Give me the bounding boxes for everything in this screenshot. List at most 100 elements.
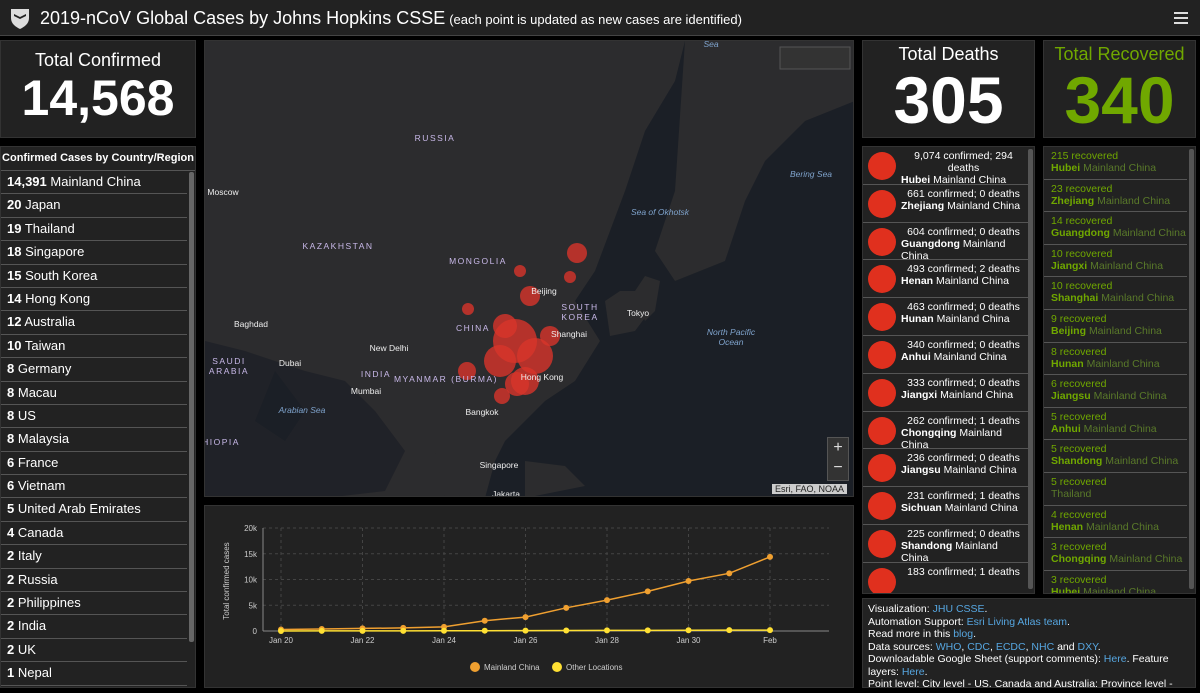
country-row[interactable]: 2 India	[1, 615, 187, 639]
country-row[interactable]: 8 Macau	[1, 382, 187, 405]
data-point	[359, 627, 366, 634]
country-row[interactable]: 2 Italy	[1, 545, 187, 569]
country-row[interactable]: 19 Thailand	[1, 218, 187, 242]
death-stats: 340 confirmed; 0 deaths	[907, 338, 1020, 351]
link[interactable]: Here	[1103, 653, 1127, 665]
death-item[interactable]: 463 confirmed; 0 deaths Hunan Mainland Ch…	[863, 298, 1028, 336]
recovered-item[interactable]: 215 recovered Hubei Mainland China	[1044, 147, 1187, 180]
zoom-in[interactable]: +	[833, 439, 843, 456]
death-item[interactable]: 661 confirmed; 0 deaths Zhejiang Mainland…	[863, 185, 1028, 223]
recovered-item[interactable]: 23 recovered Zhejiang Mainland China	[1044, 180, 1187, 213]
scrollbar[interactable]	[1189, 149, 1194, 589]
country-row[interactable]: 2 Russia	[1, 569, 187, 593]
country-row[interactable]: 8 Malaysia	[1, 428, 187, 452]
link[interactable]: blog	[953, 628, 974, 640]
link[interactable]: JHU CSSE	[932, 603, 985, 615]
death-text: 183 confirmed; 1 deaths	[901, 566, 1026, 578]
map[interactable]: RUSSIA Moscow KAZAKHSTAN MONGOLIA CHINA Beiji…	[204, 40, 854, 497]
info-text: .	[924, 665, 928, 678]
country-row[interactable]: 14 Hong Kong	[1, 288, 187, 312]
death-place: Anhui Mainland China	[901, 351, 1026, 363]
recovered-place: Chongqing Mainland China	[1051, 553, 1187, 565]
total-recovered-value: 340	[1064, 63, 1175, 137]
recovered-item[interactable]: 4 recovered Henan Mainland China	[1044, 506, 1187, 539]
info-text: . Feature layers:	[868, 653, 1169, 678]
country-name: India	[17, 618, 47, 634]
country-name: UK	[17, 641, 36, 657]
data-point	[604, 627, 610, 634]
region: Mainland China	[1083, 585, 1157, 594]
death-text: 231 confirmed; 1 deaths Sichuan Mainland …	[901, 490, 1026, 514]
recovered-item[interactable]: 5 recovered Thailand	[1044, 473, 1187, 506]
death-item[interactable]: 236 confirmed; 0 deaths Jiangsu Mainland …	[863, 449, 1028, 488]
link[interactable]: ECDC	[995, 640, 1026, 653]
country-count: 18	[7, 244, 22, 260]
country-row[interactable]: 2 UK	[1, 639, 187, 663]
death-item[interactable]: 493 confirmed; 2 deaths Henan Mainland Ch…	[863, 260, 1028, 299]
country-row[interactable]: 6 Vietnam	[1, 475, 187, 499]
link[interactable]: WHO	[935, 640, 962, 653]
map-label: Singapore	[479, 460, 519, 470]
info-line: Point level: City level - US, Canada and…	[868, 678, 1190, 688]
zoom-out[interactable]: −	[833, 459, 843, 476]
map-label: Beijing	[531, 286, 557, 296]
death-item[interactable]: 262 confirmed; 1 deaths Chongqing Mainlan…	[863, 412, 1028, 450]
map-label: Moscow	[207, 187, 239, 197]
country-row[interactable]: 18 Singapore	[1, 241, 187, 265]
menu-icon[interactable]	[1174, 11, 1188, 25]
death-item[interactable]: 604 confirmed; 0 deaths Guangdong Mainlan…	[863, 223, 1028, 261]
death-item[interactable]: 183 confirmed; 1 deaths	[863, 563, 1028, 593]
recovered-item[interactable]: 8 recovered Hunan Mainland China	[1044, 343, 1187, 376]
country-row[interactable]: 10 Taiwan	[1, 335, 187, 359]
country-row[interactable]: 6 France	[1, 452, 187, 476]
province: Jiangsu	[1051, 390, 1091, 403]
death-item[interactable]: 340 confirmed; 0 deaths Anhui Mainland Ch…	[863, 336, 1028, 374]
country-row[interactable]: 8 US	[1, 405, 187, 429]
recovered-item[interactable]: 3 recovered Hubei Mainland China	[1044, 571, 1187, 594]
map-label: Dubai	[278, 358, 302, 368]
death-item[interactable]: 225 confirmed; 0 deaths Shandong Mainland…	[863, 525, 1028, 563]
info-text: Point level: City level - US, Canada and…	[868, 678, 1173, 688]
recovered-place: Henan Mainland China	[1051, 521, 1187, 533]
link[interactable]: Here	[901, 665, 925, 678]
map-label: MYANMAR (BURMA)	[393, 374, 499, 384]
recovered-item[interactable]: 10 recovered Jiangxi Mainland China	[1044, 245, 1187, 278]
death-item[interactable]: 231 confirmed; 1 deaths Sichuan Mainland …	[863, 487, 1028, 525]
country-row[interactable]: 1 Nepal	[1, 662, 187, 686]
province: Shandong	[901, 539, 953, 552]
map-label: Hong Kong	[520, 372, 564, 382]
country-row[interactable]: 4 Canada	[1, 522, 187, 546]
death-item[interactable]: 9,074 confirmed; 294 deaths Hubei Mainlan…	[863, 147, 1028, 185]
country-row[interactable]: 8 Germany	[1, 358, 187, 382]
data-point	[563, 627, 570, 634]
info-text: .	[1097, 640, 1101, 653]
info-text: ,	[1025, 640, 1032, 653]
map-label: Arabian Sea	[278, 405, 326, 415]
recovered-item[interactable]: 9 recovered Beijing Mainland China	[1044, 310, 1187, 343]
country-row[interactable]: 20 Japan	[1, 194, 187, 218]
link[interactable]: CDC	[967, 640, 990, 653]
link[interactable]: NHC	[1031, 640, 1055, 653]
recovered-item[interactable]: 6 recovered Jiangsu Mainland China	[1044, 375, 1187, 408]
scrollbar[interactable]	[189, 172, 194, 642]
link[interactable]: Esri Living Atlas team	[966, 615, 1068, 628]
country-row[interactable]: 2 Philippines	[1, 592, 187, 616]
recovered-item[interactable]: 10 recovered Shanghai Mainland China	[1044, 277, 1187, 310]
country-row[interactable]: 15 South Korea	[1, 265, 187, 288]
link[interactable]: DXY	[1077, 640, 1098, 653]
death-stats: 236 confirmed; 0 deaths	[907, 452, 1020, 465]
country-list: Confirmed Cases by Country/Region 14,391…	[0, 146, 196, 688]
recovered-item[interactable]: 14 recovered Guangdong Mainland China	[1044, 212, 1187, 245]
scrollbar[interactable]	[1028, 149, 1033, 589]
recovered-item[interactable]: 5 recovered Anhui Mainland China	[1044, 408, 1187, 441]
country-row[interactable]: 1 Cambodia	[1, 686, 187, 687]
country-row[interactable]: 14,391 Mainland China	[1, 171, 187, 195]
country-count: 2	[7, 571, 15, 587]
country-name: Malaysia	[17, 431, 70, 447]
death-place: Zhejiang Mainland China	[901, 200, 1026, 212]
country-row[interactable]: 12 Australia	[1, 311, 187, 335]
recovered-item[interactable]: 3 recovered Chongqing Mainland China	[1044, 538, 1187, 571]
country-row[interactable]: 5 United Arab Emirates	[1, 498, 187, 522]
death-item[interactable]: 333 confirmed; 0 deaths Jiangxi Mainland …	[863, 374, 1028, 412]
recovered-item[interactable]: 5 recovered Shandong Mainland China	[1044, 440, 1187, 473]
